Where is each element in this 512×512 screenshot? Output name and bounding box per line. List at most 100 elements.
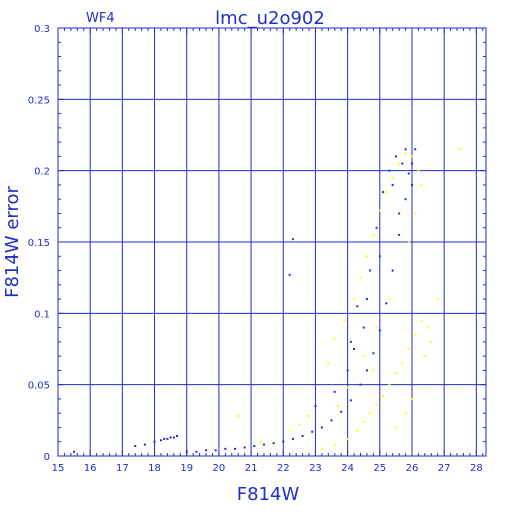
data-point (359, 383, 362, 386)
corner-label: WF4 (86, 11, 115, 26)
data-point (401, 362, 404, 365)
x-tick-label: 19 (180, 463, 193, 474)
data-point (420, 183, 423, 186)
data-point (353, 298, 356, 301)
data-point (398, 212, 401, 215)
y-tick-label: 0.15 (28, 238, 50, 249)
data-point (320, 426, 323, 429)
data-point (205, 449, 208, 452)
data-point (327, 362, 330, 365)
y-tick-label: 0 (44, 452, 50, 463)
data-point (404, 148, 407, 151)
data-point (291, 437, 294, 440)
data-point (388, 298, 391, 301)
data-point (362, 420, 365, 423)
data-point (262, 443, 265, 446)
data-point (391, 183, 394, 186)
data-point (288, 429, 291, 432)
y-tick-label: 0.1 (34, 309, 50, 320)
data-point (73, 450, 76, 453)
data-point (391, 269, 394, 272)
data-point (375, 226, 378, 229)
y-tick-label: 0.25 (28, 95, 50, 106)
data-point (314, 405, 317, 408)
data-point (398, 233, 401, 236)
data-point (385, 191, 388, 194)
data-point (388, 383, 391, 386)
data-point (401, 162, 404, 165)
data-point (365, 369, 368, 372)
data-point (362, 326, 365, 329)
y-tick-label: 0.3 (34, 24, 50, 35)
data-point (385, 302, 388, 305)
data-point (459, 148, 462, 151)
y-axis-label: F814W error (2, 186, 23, 298)
data-point (398, 162, 401, 165)
data-point (298, 423, 301, 426)
data-point (372, 233, 375, 236)
data-point (346, 369, 349, 372)
data-point (407, 241, 410, 243)
x-tick-label: 25 (373, 463, 386, 474)
data-point (365, 298, 368, 301)
x-tick-label: 16 (84, 463, 97, 474)
data-point (346, 386, 349, 389)
data-point (410, 155, 413, 158)
data-point (243, 446, 246, 449)
data-point (353, 348, 356, 350)
data-point (333, 390, 336, 393)
data-point (365, 255, 368, 258)
data-point (378, 255, 381, 258)
data-point (378, 209, 381, 212)
data-point (359, 276, 362, 279)
data-point (394, 372, 397, 375)
x-tick-label: 18 (148, 463, 161, 474)
data-point (372, 352, 375, 355)
data-point (195, 450, 198, 453)
data-point (169, 436, 172, 439)
data-point (176, 435, 179, 438)
data-point (166, 437, 169, 440)
data-point (343, 319, 346, 322)
data-point (282, 440, 285, 443)
data-point (291, 238, 294, 241)
data-point (301, 435, 304, 438)
data-point (369, 412, 372, 415)
data-point (308, 415, 311, 418)
data-point (414, 212, 417, 215)
data-point (311, 430, 314, 433)
data-points (73, 148, 462, 453)
data-point (224, 447, 227, 450)
data-point (375, 403, 378, 406)
data-point (349, 340, 352, 343)
data-point (391, 176, 394, 179)
x-axis-label: F814W (237, 484, 300, 505)
data-point (375, 326, 378, 329)
x-tick-label: 15 (52, 463, 65, 474)
x-tick-label: 26 (406, 463, 419, 474)
data-point (272, 442, 275, 445)
x-tick-label: 22 (277, 463, 290, 474)
chart-title: lmc_u2o902 (215, 8, 325, 29)
data-point (362, 355, 365, 358)
data-point (414, 333, 417, 336)
y-tick-labels: 0 0.05 0.1 0.15 0.2 0.25 0.3 (28, 24, 50, 463)
data-point (420, 319, 423, 322)
tick-marks (57, 27, 486, 457)
data-point (404, 198, 407, 201)
data-point (430, 340, 433, 343)
data-point (382, 395, 385, 398)
data-point (233, 447, 236, 450)
x-tick-label: 17 (116, 463, 129, 474)
y-tick-label: 0.05 (28, 381, 50, 392)
x-tick-label: 27 (438, 463, 451, 474)
data-point (378, 329, 381, 332)
data-point (382, 191, 385, 194)
data-point (320, 447, 323, 450)
data-point (356, 305, 359, 308)
data-point (153, 440, 156, 443)
data-point (407, 348, 410, 350)
data-point (159, 439, 162, 442)
grid (57, 27, 486, 457)
